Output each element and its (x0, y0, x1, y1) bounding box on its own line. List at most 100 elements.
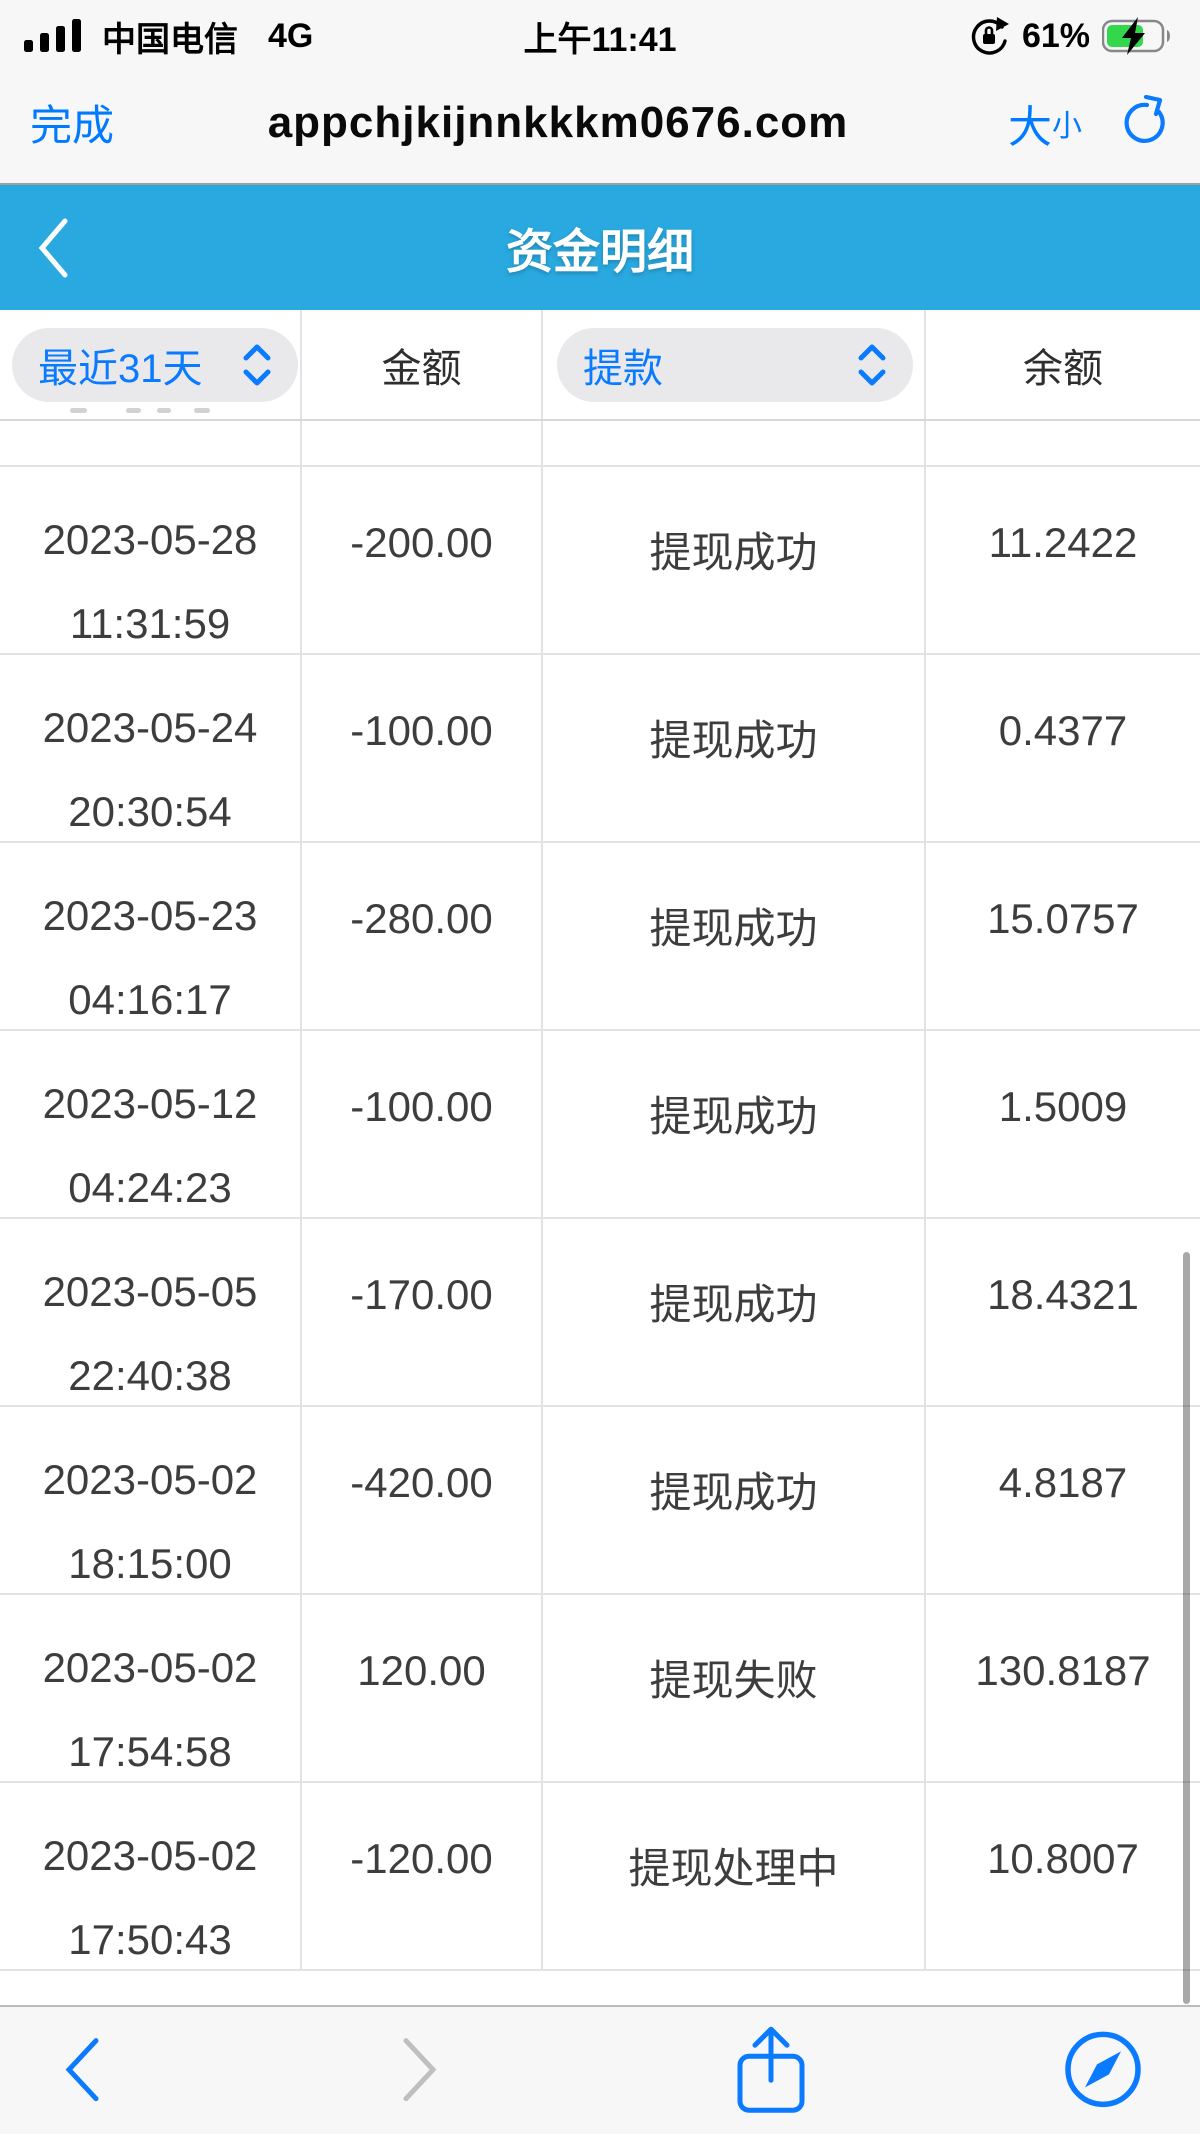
status-left: 中国电信 4G (24, 12, 313, 61)
network-type-label: 4G (268, 16, 314, 55)
select-chevrons-icon (858, 344, 886, 385)
partially-scrolled-row (0, 421, 1200, 467)
page-scrollbar[interactable] (1183, 1252, 1190, 2004)
table-row: 2023-05-24 20:30:54 -100.00 提现成功 0.4377 (0, 655, 1200, 843)
cell-balance: 15.0757 (987, 895, 1139, 942)
cell-status: 提现处理中 (543, 1783, 926, 1969)
cellular-signal-icon (24, 19, 81, 52)
table-row: 2023-05-05 22:40:38 -170.00 提现成功 18.4321 (0, 1219, 1200, 1407)
filter-cell-date: 最近31天 (0, 310, 302, 419)
table-row: 2023-05-02 18:15:00 -420.00 提现成功 4.8187 (0, 1407, 1200, 1595)
transaction-type-value: 提款 (583, 346, 663, 391)
balance-column-header: 余额 (1023, 346, 1103, 391)
bottom-gap (0, 1971, 1200, 2005)
cell-status: 提现成功 (543, 467, 926, 653)
row-time: 22:40:38 (68, 1352, 232, 1399)
row-date: 2023-05-12 (42, 1080, 258, 1127)
reload-icon[interactable] (1118, 94, 1170, 151)
filter-cell-type: 提款 (543, 310, 926, 419)
amount-column-header: 金额 (381, 346, 462, 391)
row-time: 20:30:54 (68, 788, 232, 835)
cell-amount: -100.00 (302, 655, 543, 841)
cell-datetime: 2023-05-02 17:54:58 (0, 1595, 302, 1781)
cell-balance: 10.8007 (987, 1835, 1139, 1882)
row-date: 2023-05-02 (42, 1832, 258, 1879)
cell-amount: -100.00 (302, 1031, 543, 1217)
date-range-value: 最近31天 (38, 346, 203, 391)
cell-amount: -420.00 (302, 1407, 543, 1593)
cell-balance: 11.2422 (988, 519, 1138, 566)
cell-datetime: 2023-05-28 11:31:59 (0, 467, 302, 653)
cell-balance: 4.8187 (998, 1459, 1128, 1506)
row-date: 2023-05-28 (42, 516, 258, 563)
clipped-row-fragment (194, 408, 210, 413)
clipped-row-fragment (70, 408, 87, 413)
row-time: 18:15:00 (68, 1540, 232, 1587)
cell-amount: -200.00 (302, 467, 543, 653)
row-time: 11:31:59 (69, 600, 231, 647)
cell-balance: 1.5009 (998, 1083, 1128, 1130)
cell-datetime: 2023-05-23 04:16:17 (0, 843, 302, 1029)
status-bar: 中国电信 4G 上午11:41 61% (0, 0, 1200, 62)
battery-percent-label: 61% (1021, 16, 1090, 55)
safari-url-bar: 完成 appchjkijnnkkkm0676.com 大 小 (0, 62, 1200, 183)
cell-status: 提现成功 (543, 1219, 926, 1405)
transactions-table: 2023-05-28 11:31:59 -200.00 提现成功 11.2422… (0, 421, 1200, 1971)
cell-amount: -120.00 (302, 1783, 543, 1969)
cell-datetime: 2023-05-24 20:30:54 (0, 655, 302, 841)
cell-datetime: 2023-05-02 17:50:43 (0, 1783, 302, 1969)
cell-status: 提现成功 (543, 655, 926, 841)
cell-status: 提现失败 (543, 1595, 926, 1781)
cell-amount: -170.00 (302, 1219, 543, 1405)
row-date: 2023-05-05 (42, 1268, 258, 1315)
row-time: 04:24:23 (68, 1164, 232, 1211)
date-range-select[interactable]: 最近31天 (12, 327, 298, 402)
cell-amount: 120.00 (302, 1595, 543, 1781)
page-header: 资金明细 (0, 185, 1200, 310)
page-title: 资金明细 (506, 225, 694, 278)
battery-charging-icon (1102, 17, 1170, 55)
safari-top-chrome: 中国电信 4G 上午11:41 61% (0, 0, 1200, 185)
filter-bar: 最近31天 金额 提款 余额 (0, 310, 1200, 421)
row-date: 2023-05-24 (42, 704, 258, 751)
clipped-row-fragment (157, 408, 171, 413)
cell-balance: 18.4321 (987, 1271, 1139, 1318)
done-button[interactable]: 完成 (30, 102, 115, 149)
toolbar-back-icon[interactable] (62, 2036, 102, 2102)
filter-cell-balance: 余额 (926, 310, 1200, 419)
back-chevron-icon[interactable] (36, 217, 70, 279)
row-date: 2023-05-02 (42, 1456, 258, 1503)
safari-toolbar (0, 2005, 1200, 2134)
safari-compass-icon[interactable] (1062, 2028, 1144, 2110)
text-size-small-glyph: 小 (1052, 109, 1082, 143)
table-row: 2023-05-23 04:16:17 -280.00 提现成功 15.0757 (0, 843, 1200, 1031)
table-row: 2023-05-28 11:31:59 -200.00 提现成功 11.2422 (0, 467, 1200, 655)
toolbar-forward-icon[interactable] (400, 2036, 440, 2102)
cell-datetime: 2023-05-05 22:40:38 (0, 1219, 302, 1405)
cell-datetime: 2023-05-02 18:15:00 (0, 1407, 302, 1593)
filter-cell-amount: 金额 (302, 310, 543, 419)
carrier-label: 中国电信 (102, 20, 238, 59)
cell-datetime: 2023-05-12 04:24:23 (0, 1031, 302, 1217)
table-row: 2023-05-12 04:24:23 -100.00 提现成功 1.5009 (0, 1031, 1200, 1219)
table-row: 2023-05-02 17:54:58 120.00 提现失败 130.8187 (0, 1595, 1200, 1783)
cell-amount: -280.00 (302, 843, 543, 1029)
row-time: 17:50:43 (68, 1916, 232, 1963)
row-date: 2023-05-23 (42, 892, 258, 939)
row-time: 17:54:58 (68, 1728, 232, 1775)
text-size-large-glyph: 大 (1008, 102, 1052, 152)
clipped-row-fragment (126, 408, 141, 413)
text-size-button[interactable]: 大 小 (1008, 91, 1082, 155)
share-icon[interactable] (732, 2024, 810, 2114)
table-row: 2023-05-02 17:50:43 -120.00 提现处理中 10.800… (0, 1783, 1200, 1971)
url-field[interactable]: appchjkijnnkkkm0676.com (267, 97, 849, 147)
cell-status: 提现成功 (543, 1407, 926, 1593)
row-time: 04:16:17 (68, 976, 232, 1023)
cell-balance: 0.4377 (998, 707, 1128, 754)
cell-status: 提现成功 (543, 1031, 926, 1217)
cell-balance: 130.8187 (975, 1647, 1151, 1694)
transaction-type-select[interactable]: 提款 (557, 327, 913, 402)
cell-status: 提现成功 (543, 843, 926, 1029)
row-date: 2023-05-02 (42, 1644, 258, 1691)
